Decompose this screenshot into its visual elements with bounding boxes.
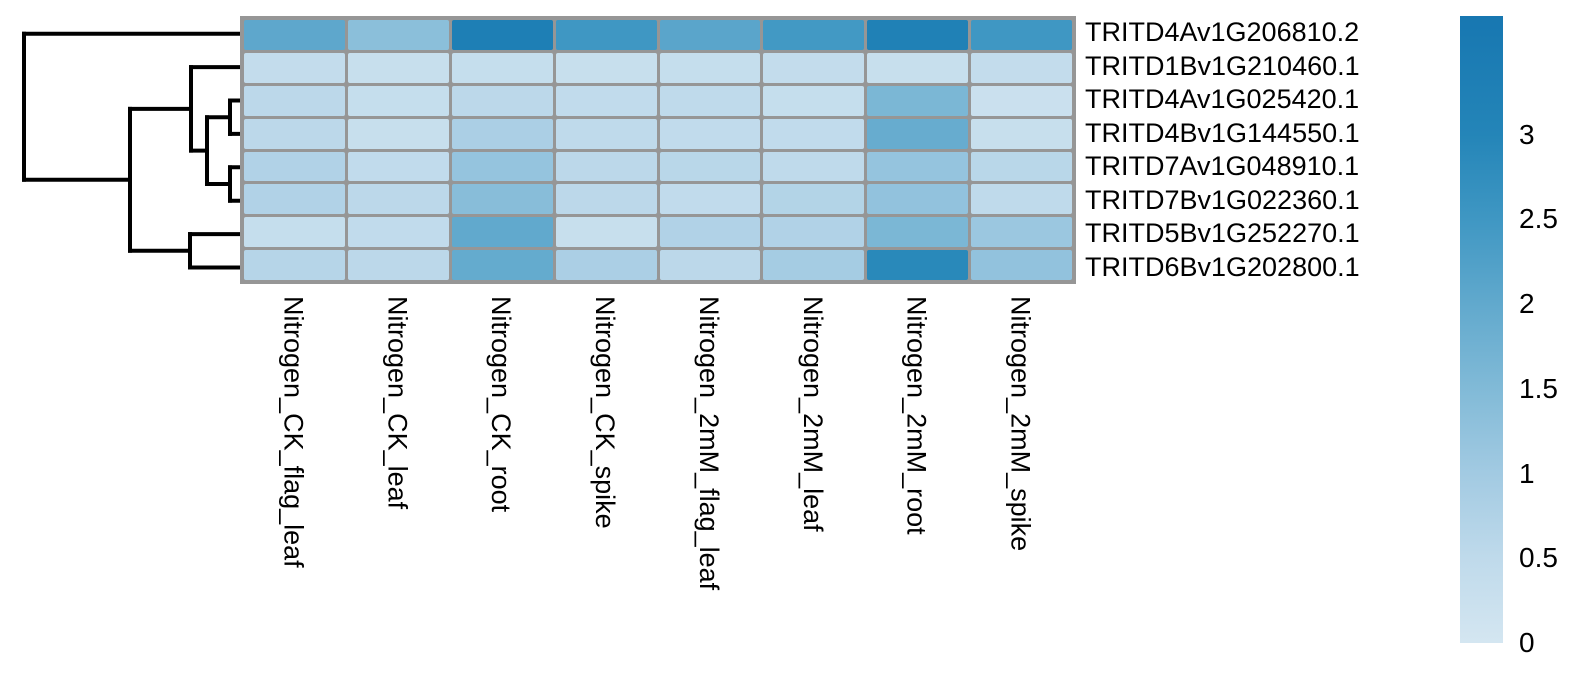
colorbar-tick-label: 1.5: [1519, 372, 1558, 404]
heatmap-cell: [555, 52, 657, 83]
heatmap-cell: [763, 118, 865, 149]
column-label: Nitrogen_2mM_root: [901, 296, 932, 535]
column-label: Nitrogen_CK_flag_leaf: [278, 296, 309, 568]
heatmap-cell: [347, 118, 449, 149]
heatmap-cell: [555, 151, 657, 182]
heatmap-cell: [763, 250, 865, 280]
column-label: Nitrogen_2mM_leaf: [797, 296, 828, 532]
heatmap-cell: [347, 250, 449, 280]
heatmap-cell: [659, 250, 761, 280]
colorbar-tick-label: 2: [1519, 288, 1535, 320]
heatmap-cell: [867, 184, 969, 215]
heatmap-cell: [347, 85, 449, 116]
colorbar-tick-label: 1: [1519, 457, 1535, 489]
row-label: TRITD4Av1G206810.2: [1085, 17, 1360, 48]
column-label: Nitrogen_CK_leaf: [382, 296, 413, 510]
heatmap-cell: [347, 184, 449, 215]
heatmap-cell: [867, 52, 969, 83]
heatmap-cell: [867, 20, 969, 50]
heatmap-cell: [451, 20, 553, 50]
heatmap-cell: [244, 151, 345, 182]
row-dendrogram: [22, 31, 245, 270]
column-label: Nitrogen_CK_spike: [590, 296, 621, 529]
heatmap-cell: [763, 52, 865, 83]
heatmap-cell: [347, 20, 449, 50]
heatmap-cell: [971, 52, 1072, 83]
row-label: TRITD4Av1G025420.1: [1085, 84, 1360, 115]
colorbar-gradient: [1460, 16, 1503, 643]
colorbar-tick-label: 0.5: [1519, 542, 1558, 574]
heatmap-cell: [867, 217, 969, 248]
heatmap-cell: [451, 85, 553, 116]
heatmap-cell: [971, 250, 1072, 280]
heatmap-cell: [451, 217, 553, 248]
heatmap-cell: [763, 85, 865, 116]
column-label: Nitrogen_2mM_flag_leaf: [693, 296, 724, 591]
heatmap-cell: [971, 184, 1072, 215]
heatmap-cell: [867, 118, 969, 149]
heatmap-cell: [555, 184, 657, 215]
heatmap-cell: [659, 184, 761, 215]
heatmap-grid: [240, 16, 1076, 284]
heatmap-cell: [347, 217, 449, 248]
heatmap-cell: [451, 52, 553, 83]
heatmap-cell: [555, 85, 657, 116]
heatmap-cell: [971, 217, 1072, 248]
heatmap-cell: [659, 118, 761, 149]
heatmap-cell: [659, 151, 761, 182]
heatmap-cell: [244, 20, 345, 50]
row-label: TRITD5Bv1G252270.1: [1085, 218, 1360, 249]
heatmap-cell: [659, 52, 761, 83]
column-label: Nitrogen_CK_root: [486, 296, 517, 513]
heatmap-cell: [555, 250, 657, 280]
colorbar-tick-label: 3: [1519, 118, 1535, 150]
heatmap-cell: [763, 184, 865, 215]
colorbar-tick-label: 0: [1519, 627, 1535, 658]
colorbar-tick-label: 2.5: [1519, 203, 1558, 235]
column-label: Nitrogen_2mM_spike: [1005, 296, 1036, 552]
heatmap-cell: [555, 217, 657, 248]
heatmap-cell: [971, 151, 1072, 182]
heatmap-cell: [347, 151, 449, 182]
heatmap-cell: [555, 20, 657, 50]
heatmap-cell: [451, 118, 553, 149]
heatmap-cell: [867, 85, 969, 116]
heatmap-cell: [244, 184, 345, 215]
heatmap-cell: [763, 217, 865, 248]
heatmap-cell: [659, 20, 761, 50]
row-label: TRITD4Bv1G144550.1: [1085, 117, 1360, 148]
heatmap-cell: [451, 250, 553, 280]
row-label: TRITD7Av1G048910.1: [1085, 151, 1360, 182]
heatmap-cell: [659, 85, 761, 116]
heatmap-cell: [763, 151, 865, 182]
heatmap-cell: [555, 118, 657, 149]
heatmap-cell: [244, 250, 345, 280]
heatmap-cell: [244, 52, 345, 83]
heatmap-cell: [244, 217, 345, 248]
heatmap-cell: [867, 151, 969, 182]
heatmap-cell: [971, 118, 1072, 149]
heatmap-cell: [971, 20, 1072, 50]
row-label: TRITD6Bv1G202800.1: [1085, 251, 1360, 282]
heatmap-cell: [763, 20, 865, 50]
heatmap-cell: [659, 217, 761, 248]
row-label: TRITD1Bv1G210460.1: [1085, 50, 1360, 81]
heatmap-cell: [451, 151, 553, 182]
row-label: TRITD7Bv1G022360.1: [1085, 184, 1360, 215]
heatmap-cell: [347, 52, 449, 83]
heatmap-cell: [244, 118, 345, 149]
heatmap-cell: [244, 85, 345, 116]
heatmap-cell: [867, 250, 969, 280]
heatmap-cell: [971, 85, 1072, 116]
heatmap-cell: [451, 184, 553, 215]
